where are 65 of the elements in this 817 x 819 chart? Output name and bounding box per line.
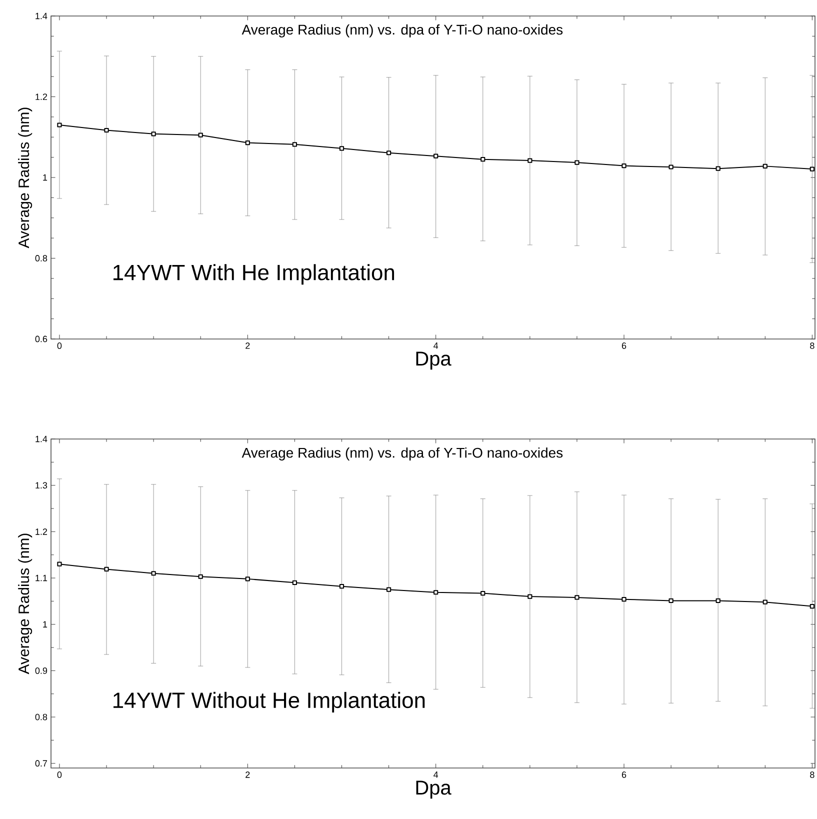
point [668,598,674,604]
y-tick-label: 1.2 [36,528,48,535]
point [198,132,203,138]
x-tick-label: 4 [434,772,438,778]
y-tick-label: 0.8 [35,255,48,262]
annotation: 14YWT Without He Implantation [114,692,425,712]
y-tick-label: 1.4 [36,436,48,442]
point [386,587,392,592]
y-tick-label: 1.2 [36,94,48,100]
point [386,150,392,156]
point [716,166,720,171]
point [810,604,814,609]
y-tick-label: 1 [43,621,48,628]
point [480,591,486,596]
point [151,571,156,576]
x-tick-label: 8 [810,772,814,778]
x-tick-label: 4 [434,342,438,349]
y-tick-label: 1 [43,174,48,181]
text: Average Radius (nm) vs. dpa of Y-Ti-O nano-oxides [242,447,563,461]
x-tick-label: 6 [622,772,626,778]
point [292,142,297,147]
y-tick-label: 0.6 [35,336,48,342]
point [810,166,814,172]
point [57,122,62,128]
y-tick-label: 0.8 [35,714,48,720]
point [245,140,250,146]
x-tick-label: 2 [246,772,250,778]
point [622,597,626,602]
y-tick-label: 1.3 [36,482,48,489]
x-tick-label: 0 [57,342,62,349]
point [339,146,344,151]
y-axis-title: Average Radius (nm) [18,108,32,248]
annotation: 14YWT With He Implantation [114,264,394,285]
point [57,562,62,566]
y-tick-label: 0.9 [35,667,48,674]
point [292,580,297,585]
point [198,574,203,579]
text: Average Radius (nm) vs. dpa of Y-Ti-O nano-oxides [242,24,563,38]
y-axis-title: Average Radius (nm) [18,534,32,674]
x-axis-title: Dpa [416,352,452,370]
point [528,594,532,599]
point [339,584,344,589]
point [716,598,720,604]
point [434,590,438,595]
point [668,164,674,170]
x-tick-label: 0 [57,772,62,778]
point [151,132,156,136]
x-tick-label: 6 [622,342,626,349]
point [762,600,768,604]
point [574,160,580,165]
point [622,163,626,168]
x-tick-label: 8 [810,342,814,349]
y-tick-label: 1.4 [36,12,48,20]
point [104,566,109,572]
y-tick-label: 1.1 [36,574,48,582]
x-axis-title: Dpa [416,780,452,799]
point [528,158,532,163]
x-tick-label: 2 [246,342,250,349]
point [480,157,486,162]
y-tick-label: 0.7 [35,760,48,767]
point [245,576,250,582]
point [574,595,580,600]
point [434,154,438,158]
point [762,164,768,168]
point [104,128,109,133]
